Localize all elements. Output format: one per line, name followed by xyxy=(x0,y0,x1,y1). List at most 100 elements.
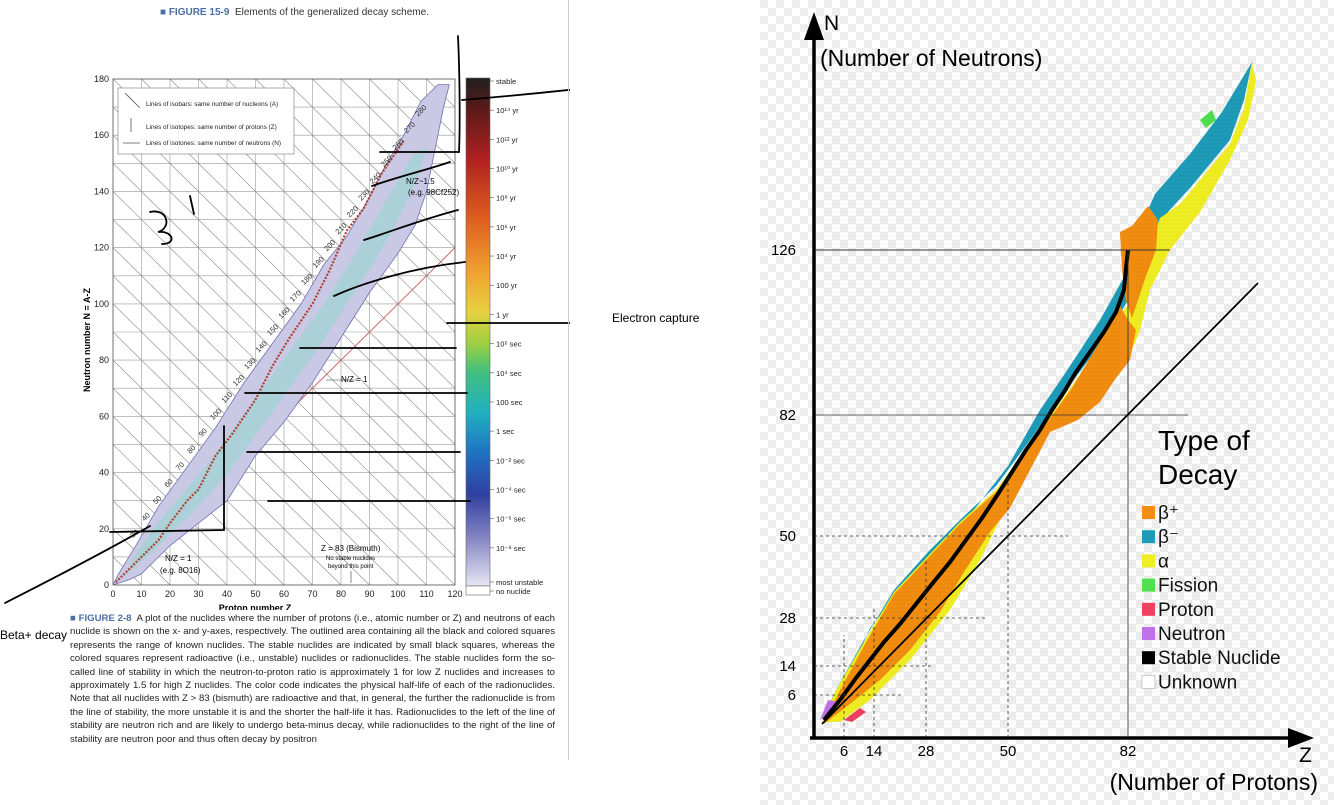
legend-box xyxy=(117,87,295,155)
legend-swatch xyxy=(1142,602,1155,616)
x-axis-title: (Number of Protons) xyxy=(1110,769,1318,795)
legend-label: Stable Nuclide xyxy=(1158,648,1281,669)
legend-label: Neutron xyxy=(1158,624,1226,645)
colorbar-label: 10⁴ sec xyxy=(496,369,522,378)
legend-label: Proton xyxy=(1158,600,1214,621)
colorbar-label: 10¹⁴ yr xyxy=(496,106,519,115)
bismuth-note-2: beyond this point xyxy=(328,564,374,570)
left-x-tick-label: 70 xyxy=(307,589,317,599)
right-y-tick-label: 6 xyxy=(788,687,796,704)
colorbar-label: 10⁻² sec xyxy=(496,456,525,465)
decay-chart: 6 14 28 50 82 6 14 28 50 82 126 N (Number of Neutr… xyxy=(760,0,1334,805)
isobar-label: 160 xyxy=(276,305,291,320)
left-x-tick-label: 100 xyxy=(390,589,405,599)
figure-title: ■ FIGURE 15-9 Elements of the generalize… xyxy=(160,7,429,18)
left-y-tick-label: 80 xyxy=(99,355,109,365)
legend-label: β⁺ xyxy=(1158,503,1179,524)
legend-label: α xyxy=(1158,551,1169,572)
right-x-tick-label: 14 xyxy=(866,743,883,760)
colorbar-label: no nuclide xyxy=(496,587,531,596)
left-x-tick-label: 110 xyxy=(419,589,433,599)
left-y-tick-label: 120 xyxy=(94,243,109,253)
colorbar-label: 10¹² yr xyxy=(496,135,518,144)
right-x-tick-label: 28 xyxy=(918,743,935,760)
bismuth-label: Z = 83 (Bismuth) xyxy=(321,544,381,553)
known-nuclides-band xyxy=(113,84,450,585)
left-y-tick-label: 140 xyxy=(94,186,109,196)
bismuth-note-1: No stable nuclides xyxy=(326,556,375,562)
left-y-tick-label: 20 xyxy=(99,524,109,534)
legend-title-line1: Type of xyxy=(1158,425,1250,456)
right-x-tick-label: 50 xyxy=(1000,743,1017,760)
right-y-tick-label: 82 xyxy=(779,407,796,424)
left-x-tick-label: 80 xyxy=(336,589,346,599)
left-x-tick-label: 50 xyxy=(250,589,260,599)
colorbar-label: 100 sec xyxy=(496,398,523,407)
nz-low-label: N/Z = 1 xyxy=(165,554,192,563)
left-x-tick-label: 10 xyxy=(136,589,146,599)
left-y-tick-label: 160 xyxy=(94,130,109,140)
left-x-tick-label: 30 xyxy=(193,589,203,599)
left-y-tick-label: 0 xyxy=(104,580,109,590)
colorbar-label: stable xyxy=(496,77,516,86)
y-axis-symbol: N xyxy=(824,12,839,35)
nz-high-label: N/Z~1.5 xyxy=(406,177,435,186)
left-figure: ■ FIGURE 15-9 Elements of the generalize… xyxy=(0,0,699,805)
left-x-tick-label: 0 xyxy=(110,589,115,599)
left-y-tick-label: 40 xyxy=(99,468,109,478)
legend-isotones: Lines of isotones: same number of neutro… xyxy=(146,140,281,147)
left-y-axis-title: Neutron number N = A-Z xyxy=(82,288,92,392)
nuclide-chart: 0 10 20 30 40 50 60 70 80 90 100 110 120 0 20 40 60 80 100… xyxy=(4,35,570,610)
colorbar-label: 100 yr xyxy=(496,281,518,290)
right-figure: 6 14 28 50 82 6 14 28 50 82 126 N (Number of Neutr… xyxy=(760,0,1334,805)
left-y-tick-label: 100 xyxy=(94,299,109,309)
nz-high-example: (e.g. 98Cf252) xyxy=(408,188,459,197)
y-axis-title: (Number of Neutrons) xyxy=(820,45,1042,71)
isobar-label: 170 xyxy=(288,288,303,303)
handwritten-annotations xyxy=(4,35,570,604)
right-y-tick-label: 14 xyxy=(779,658,796,675)
n-equals-z-line xyxy=(821,282,1259,725)
nz-low-example: (e.g. 8O16) xyxy=(160,566,201,575)
legend-label: β⁻ xyxy=(1158,527,1179,548)
x-axis-symbol: Z xyxy=(1299,744,1312,767)
nz-one-label: N/Z = 1 xyxy=(341,375,368,384)
legend-swatch xyxy=(1141,675,1156,689)
legend-swatch xyxy=(1142,651,1155,665)
figure-caption: ■ FIGURE 2-8 A plot of the nuclides wher… xyxy=(70,613,555,745)
right-y-tick-label: 50 xyxy=(779,528,796,545)
electron-capture-label: Electron capture xyxy=(612,311,700,325)
legend-isotopes: Lines of isotopes: same number of proton… xyxy=(146,124,277,131)
left-x-axis-title: Proton number Z xyxy=(219,603,292,610)
colorbar-label: 10⁶ yr xyxy=(496,223,516,232)
right-y-tick-label: 126 xyxy=(771,242,796,259)
left-x-tick-label: 120 xyxy=(447,589,462,599)
colorbar-label: 1 sec xyxy=(496,427,514,436)
legend-swatch xyxy=(1142,554,1155,568)
decay-legend: β⁺ β⁻ α Fission Proton Neutron Stable Nuclide U… xyxy=(1141,503,1281,693)
isobar-label: 80 xyxy=(185,443,197,455)
legend-isobars: Lines of isobars: same number of nucleon… xyxy=(146,101,278,108)
legend-swatch xyxy=(1142,530,1155,544)
line-of-stability xyxy=(115,140,405,583)
colorbar-label: 10⁴ yr xyxy=(496,252,517,261)
legend-title-line2: Decay xyxy=(1158,459,1237,490)
legend-label: Unknown xyxy=(1158,672,1237,693)
colorbar-label: 10⁻⁸ sec xyxy=(496,544,526,553)
colorbar-label: 10⁻⁴ sec xyxy=(496,485,526,494)
left-y-tick-label: 60 xyxy=(99,411,109,421)
legend-label: Fission xyxy=(1158,576,1218,597)
right-x-tick-label: 6 xyxy=(840,743,848,760)
left-y-tick-label: 180 xyxy=(94,74,109,84)
right-y-tick-label: 28 xyxy=(779,610,796,627)
legend-swatch xyxy=(1142,578,1155,592)
left-x-tick-label: 20 xyxy=(165,589,175,599)
colorbar-label: most unstable xyxy=(496,578,543,587)
beta-plus-label: Beta+ decay xyxy=(0,628,68,642)
colorbar xyxy=(465,77,491,587)
colorbar-label: 10⁻⁶ sec xyxy=(496,515,526,524)
left-x-tick-label: 60 xyxy=(279,589,289,599)
colorbar-label: 1 yr xyxy=(496,310,509,319)
colorbar-label: 10¹⁰ yr xyxy=(496,165,519,174)
colorbar-label: 10⁶ sec xyxy=(496,340,522,349)
